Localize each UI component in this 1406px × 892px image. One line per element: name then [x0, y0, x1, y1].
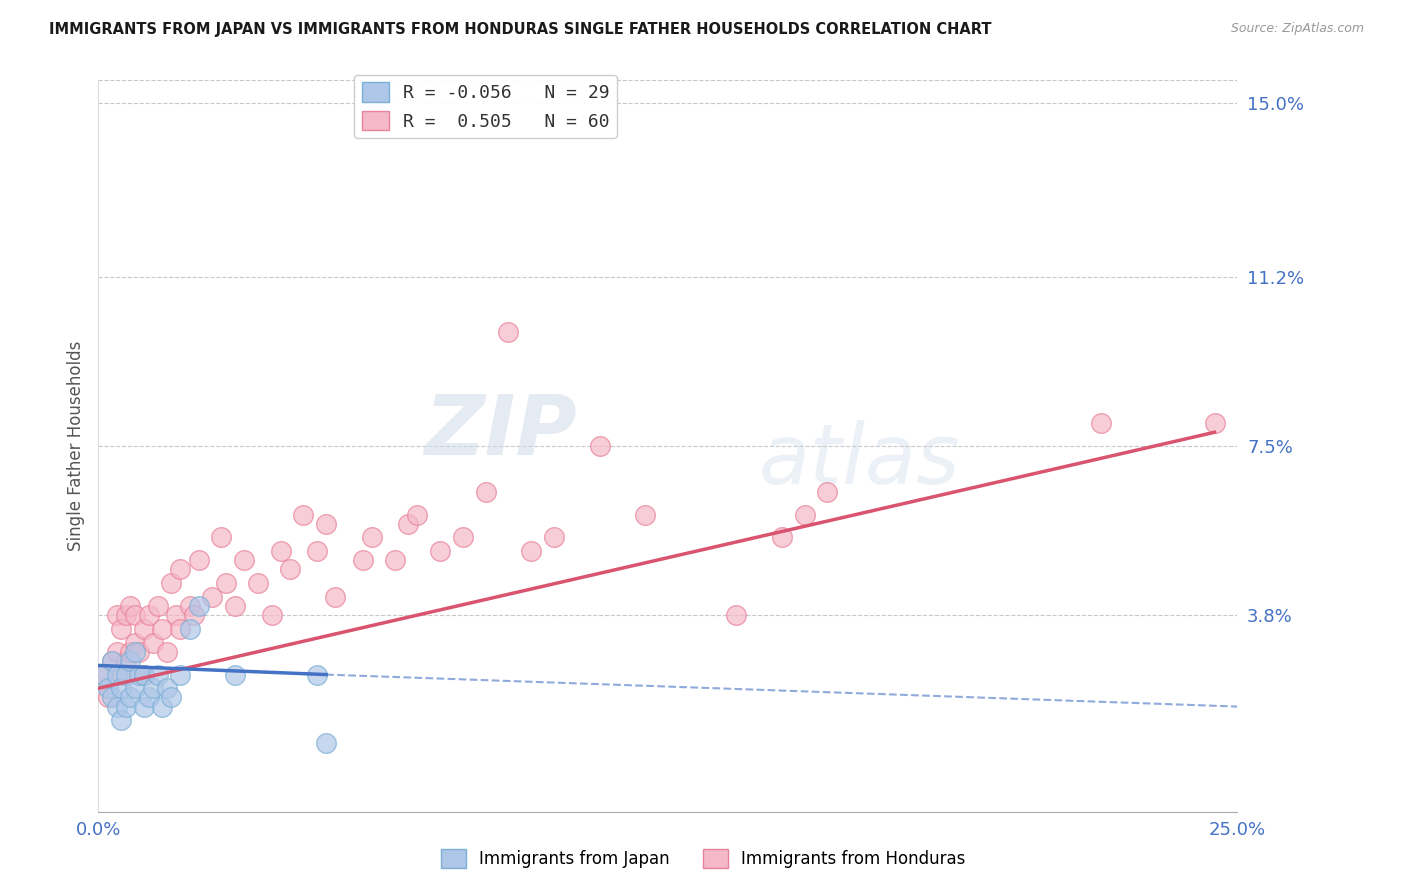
- Point: [114, 699, 136, 714]
- Point: [169, 667, 191, 681]
- Point: [146, 599, 169, 613]
- Point: [323, 590, 346, 604]
- Point: [396, 516, 419, 531]
- Point: [1090, 416, 1112, 430]
- Point: [292, 508, 315, 522]
- Y-axis label: Single Father Households: Single Father Households: [66, 341, 84, 551]
- Point: [96, 690, 118, 705]
- Point: [132, 667, 155, 681]
- Point: [187, 553, 209, 567]
- Point: [101, 654, 124, 668]
- Point: [165, 608, 187, 623]
- Point: [307, 544, 329, 558]
- Point: [793, 508, 815, 522]
- Point: [183, 608, 205, 623]
- Point: [451, 530, 474, 544]
- Point: [128, 645, 150, 659]
- Point: [101, 690, 124, 705]
- Point: [169, 562, 191, 576]
- Point: [132, 667, 155, 681]
- Point: [246, 576, 269, 591]
- Point: [160, 690, 183, 705]
- Point: [224, 667, 246, 681]
- Point: [169, 622, 191, 636]
- Legend: Immigrants from Japan, Immigrants from Honduras: Immigrants from Japan, Immigrants from H…: [434, 843, 972, 875]
- Point: [120, 599, 142, 613]
- Point: [114, 654, 136, 668]
- Point: [114, 667, 136, 681]
- Text: Source: ZipAtlas.com: Source: ZipAtlas.com: [1230, 22, 1364, 36]
- Point: [120, 645, 142, 659]
- Point: [110, 667, 132, 681]
- Point: [110, 681, 132, 696]
- Point: [138, 690, 160, 705]
- Point: [105, 645, 128, 659]
- Point: [110, 714, 132, 728]
- Point: [187, 599, 209, 613]
- Point: [307, 667, 329, 681]
- Point: [209, 530, 232, 544]
- Point: [128, 667, 150, 681]
- Point: [406, 508, 429, 522]
- Point: [105, 608, 128, 623]
- Point: [150, 699, 173, 714]
- Point: [120, 654, 142, 668]
- Point: [520, 544, 543, 558]
- Point: [179, 622, 201, 636]
- Point: [725, 608, 748, 623]
- Point: [498, 325, 520, 339]
- Point: [132, 622, 155, 636]
- Point: [142, 681, 165, 696]
- Point: [634, 508, 657, 522]
- Point: [201, 590, 224, 604]
- Point: [156, 645, 179, 659]
- Point: [124, 608, 146, 623]
- Point: [179, 599, 201, 613]
- Point: [278, 562, 301, 576]
- Point: [124, 635, 146, 649]
- Point: [120, 690, 142, 705]
- Point: [352, 553, 374, 567]
- Point: [105, 667, 128, 681]
- Point: [124, 681, 146, 696]
- Point: [815, 484, 838, 499]
- Point: [360, 530, 382, 544]
- Point: [150, 622, 173, 636]
- Point: [96, 681, 118, 696]
- Point: [91, 667, 114, 681]
- Legend: R = -0.056   N = 29, R =  0.505   N = 60: R = -0.056 N = 29, R = 0.505 N = 60: [354, 75, 617, 138]
- Point: [384, 553, 406, 567]
- Text: atlas: atlas: [759, 420, 960, 501]
- Point: [233, 553, 256, 567]
- Point: [138, 608, 160, 623]
- Point: [270, 544, 292, 558]
- Point: [315, 516, 337, 531]
- Point: [215, 576, 238, 591]
- Point: [114, 608, 136, 623]
- Point: [142, 635, 165, 649]
- Point: [124, 645, 146, 659]
- Point: [315, 736, 337, 750]
- Point: [224, 599, 246, 613]
- Point: [110, 622, 132, 636]
- Text: ZIP: ZIP: [425, 391, 576, 472]
- Point: [105, 699, 128, 714]
- Point: [132, 699, 155, 714]
- Point: [91, 667, 114, 681]
- Point: [160, 576, 183, 591]
- Point: [588, 439, 610, 453]
- Point: [101, 654, 124, 668]
- Point: [474, 484, 496, 499]
- Point: [1204, 416, 1226, 430]
- Point: [146, 667, 169, 681]
- Point: [543, 530, 565, 544]
- Point: [770, 530, 793, 544]
- Point: [156, 681, 179, 696]
- Text: IMMIGRANTS FROM JAPAN VS IMMIGRANTS FROM HONDURAS SINGLE FATHER HOUSEHOLDS CORRE: IMMIGRANTS FROM JAPAN VS IMMIGRANTS FROM…: [49, 22, 991, 37]
- Point: [429, 544, 451, 558]
- Point: [260, 608, 283, 623]
